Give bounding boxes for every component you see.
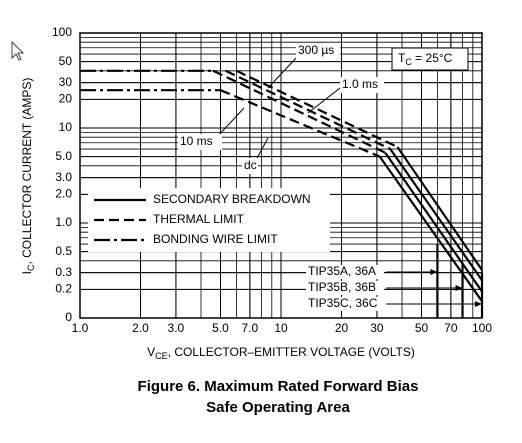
curve-label: 1.0 ms	[342, 77, 378, 91]
leader	[217, 107, 245, 137]
cursor-icon	[11, 40, 25, 61]
label-rest: , COLLECTOR–EMITTER VOLTAGE (VOLTS)	[168, 345, 415, 359]
label: IC, COLLECTOR CURRENT (AMPS)	[20, 78, 36, 275]
limit-label: TIP35C, 36C	[308, 296, 378, 310]
x-tick-label: 30	[370, 321, 384, 335]
curve	[212, 69, 386, 154]
label: VCE, COLLECTOR–EMITTER VOLTAGE (VOLTS)	[147, 345, 415, 361]
y-tick-label: 50	[59, 54, 73, 68]
x-tick-label: 7.0	[242, 321, 259, 335]
label-rest: , COLLECTOR CURRENT (AMPS)	[20, 78, 34, 265]
curve	[378, 155, 483, 302]
label-bg	[178, 134, 222, 150]
curve	[396, 146, 483, 271]
plot-frame	[79, 32, 483, 319]
label-bg	[242, 158, 258, 174]
label-main: I	[20, 271, 34, 274]
label-main: T	[398, 51, 406, 65]
caption: Safe Operating Area	[206, 399, 350, 416]
label-main: V	[147, 345, 155, 359]
y-tick-label: 5.0	[55, 149, 72, 163]
y-tick-label: 2.0	[55, 187, 72, 201]
temp-bg	[391, 47, 469, 71]
caption: Figure 6. Maximum Rated Forward Bias	[138, 378, 419, 395]
x-tick-label: 20	[335, 321, 349, 335]
label-sub: C	[26, 264, 36, 271]
y-tick-label: 0.3	[55, 265, 72, 279]
curve	[384, 152, 483, 293]
curve-label: 300 µs	[298, 43, 334, 57]
leader	[255, 137, 269, 161]
limit-label: TIP35A, 36A	[308, 264, 376, 278]
label: TC = 25°C	[398, 51, 453, 67]
label-bg	[296, 43, 340, 59]
leader	[307, 87, 341, 114]
label-bg	[306, 281, 384, 295]
label-sub: C	[405, 57, 412, 67]
curve-label: 10 ms	[180, 134, 213, 148]
x-tick-label: 5.0	[212, 321, 229, 335]
y-tick-label: 0	[65, 310, 72, 324]
legend-label: BONDING WIRE LIMIT	[153, 232, 278, 246]
label-bg	[306, 265, 384, 279]
x-tick-label: 50	[415, 321, 429, 335]
curve	[220, 89, 381, 158]
y-tick-label: 1.0	[55, 215, 72, 229]
y-tick-label: 3.0	[55, 170, 72, 184]
label-bg	[340, 77, 384, 93]
limit-label: TIP35B, 36B	[308, 280, 376, 294]
label-sub: CE	[155, 351, 168, 361]
x-tick-label: 100	[472, 321, 492, 335]
arrow-head	[455, 285, 463, 291]
leader	[267, 57, 297, 89]
x-tick-label: 70	[444, 321, 458, 335]
legend-label: SECONDARY BREAKDOWN	[153, 192, 311, 206]
curve	[389, 148, 483, 281]
y-tick-label: 10	[59, 120, 73, 134]
curve-label: dc	[244, 158, 257, 172]
x-tick-label: 3.0	[168, 321, 185, 335]
x-tick-label: 2.0	[132, 321, 149, 335]
x-tick-label: 10	[274, 321, 288, 335]
y-tick-label: 20	[59, 92, 73, 106]
arrow-head	[430, 269, 438, 275]
y-tick-label: 0.2	[55, 282, 72, 296]
x-tick-label: 1.0	[72, 321, 89, 335]
curve	[225, 69, 391, 151]
label-bg	[306, 297, 384, 311]
legend-label: THERMAL LIMIT	[153, 212, 245, 226]
y-tick-label: 100	[52, 25, 72, 39]
y-tick-label: 30	[59, 75, 73, 89]
arrow-head	[475, 301, 482, 307]
label-rest: = 25°C	[412, 51, 453, 65]
y-tick-label: 0.5	[55, 244, 72, 258]
